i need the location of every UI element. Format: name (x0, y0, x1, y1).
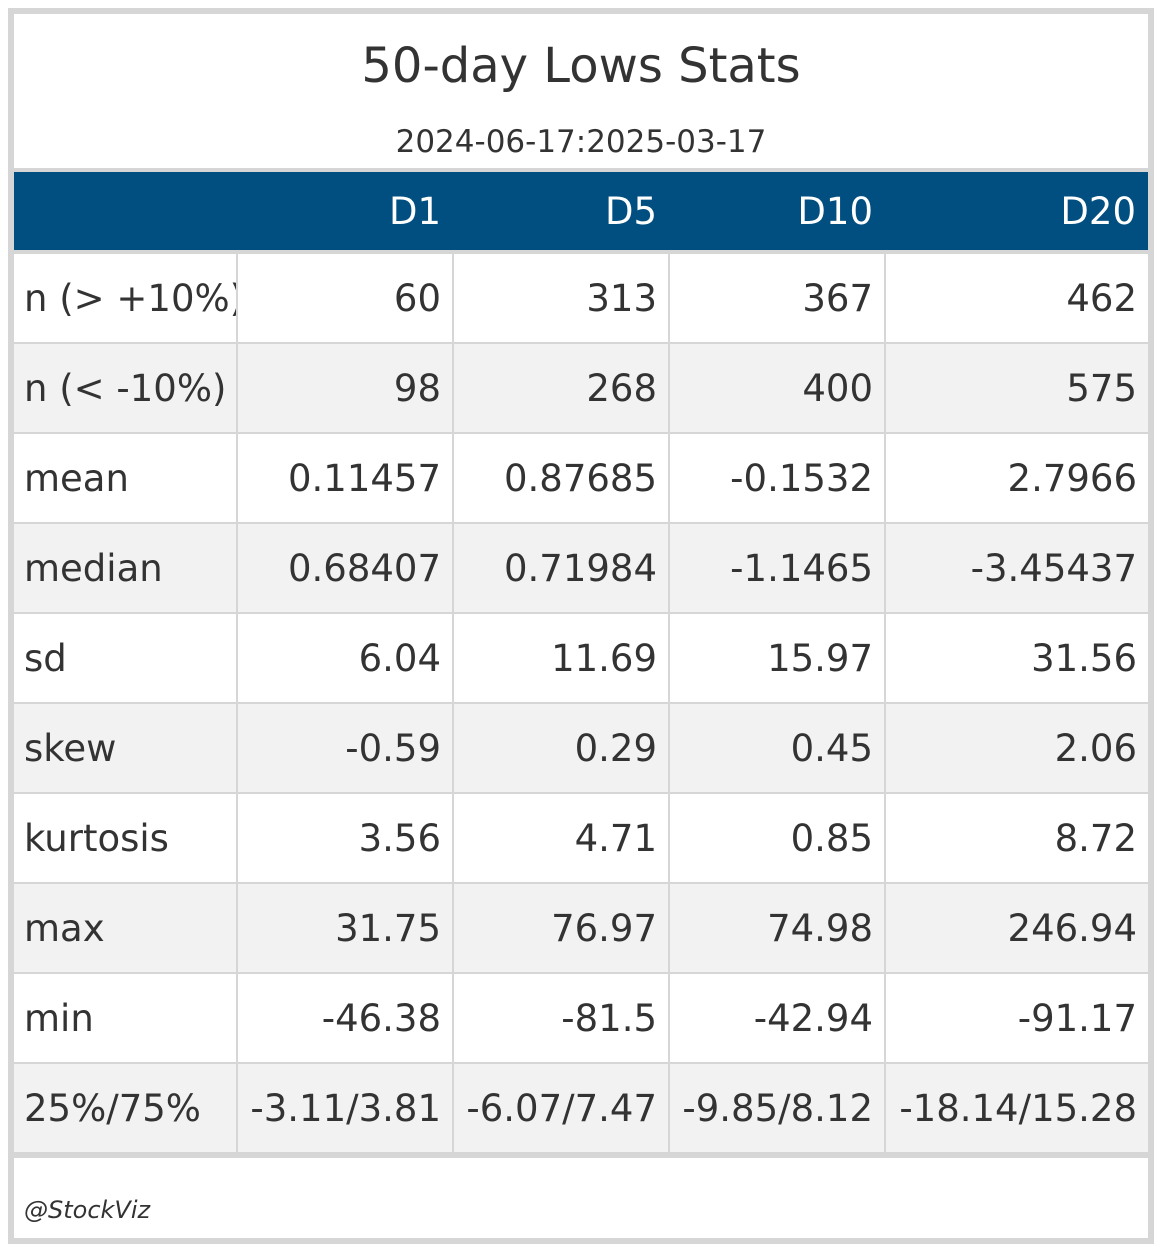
bottom-divider (14, 1154, 1148, 1158)
table-cell: 15.97 (668, 613, 886, 704)
table-cell: 0.11457 (236, 433, 454, 524)
table-cell: 6.04 (236, 613, 454, 704)
table-cell: 0.71984 (452, 523, 670, 614)
table-cell: 246.94 (884, 883, 1148, 974)
table-subtitle: 2024-06-17:2025-03-17 (395, 124, 767, 160)
table-cell: 2.06 (884, 703, 1148, 794)
row-label: kurtosis (14, 793, 238, 884)
source-credit: @StockViz (24, 1196, 151, 1224)
table-cell: -1.1465 (668, 523, 886, 614)
table-title: 50-day Lows Stats (361, 38, 801, 94)
table-row: n (> +10%) 60 313 367 462 (14, 252, 1148, 344)
row-label: n (> +10%) (14, 252, 238, 344)
table-cell: -91.17 (884, 973, 1148, 1064)
row-label: sd (14, 613, 238, 704)
table-cell: 8.72 (884, 793, 1148, 884)
table-cell: 0.29 (452, 703, 670, 794)
table-cell: 462 (884, 252, 1148, 344)
table-cell: 60 (236, 252, 454, 344)
table-row: mean 0.11457 0.87685 -0.1532 2.7966 (14, 433, 1148, 524)
table-row: min -46.38 -81.5 -42.94 -91.17 (14, 973, 1148, 1064)
row-label: median (14, 523, 238, 614)
table-cell: 11.69 (452, 613, 670, 704)
table-cell: 0.87685 (452, 433, 670, 524)
table-cell: 313 (452, 252, 670, 344)
row-label: max (14, 883, 238, 974)
table-row: sd 6.04 11.69 15.97 31.56 (14, 613, 1148, 704)
header-row: D1 D5 D10 D20 (14, 172, 1148, 254)
table-cell: -3.11/3.81 (236, 1063, 454, 1154)
table-row: kurtosis 3.56 4.71 0.85 8.72 (14, 793, 1148, 884)
row-label: skew (14, 703, 238, 794)
header-cell-d5: D5 (453, 172, 669, 254)
row-label: mean (14, 433, 238, 524)
table-cell: -9.85/8.12 (668, 1063, 886, 1154)
table-row: n (< -10%) 98 268 400 575 (14, 343, 1148, 434)
table-cell: 31.75 (236, 883, 454, 974)
table-cell: 367 (668, 252, 886, 344)
stats-table-card: 50-day Lows Stats 2024-06-17:2025-03-17 … (8, 8, 1154, 1244)
table-body: n (> +10%) 60 313 367 462 n (< -10%) 98 … (14, 252, 1148, 1154)
table-cell: -3.45437 (884, 523, 1148, 614)
header-cell-d1: D1 (237, 172, 453, 254)
table-cell: 0.45 (668, 703, 886, 794)
table-cell: 98 (236, 343, 454, 434)
header-cell-d10: D10 (669, 172, 885, 254)
top-divider (14, 168, 1148, 172)
table-cell: 76.97 (452, 883, 670, 974)
table-cell: -6.07/7.47 (452, 1063, 670, 1154)
table-cell: 31.56 (884, 613, 1148, 704)
table-cell: 268 (452, 343, 670, 434)
table-row: max 31.75 76.97 74.98 246.94 (14, 883, 1148, 974)
table-cell: -81.5 (452, 973, 670, 1064)
table-cell: -42.94 (668, 973, 886, 1064)
table-cell: 0.68407 (236, 523, 454, 614)
table-cell: 400 (668, 343, 886, 434)
header-cell-label (14, 172, 237, 254)
table-cell: 74.98 (668, 883, 886, 974)
table-cell: -46.38 (236, 973, 454, 1064)
table-cell: -0.59 (236, 703, 454, 794)
stats-table: D1 D5 D10 D20 n (> +10%) 60 313 367 462 … (14, 172, 1148, 1154)
row-label: 25%/75% (14, 1063, 238, 1154)
header-cell-d20: D20 (885, 172, 1148, 254)
table-cell: -18.14/15.28 (884, 1063, 1148, 1154)
table-header: D1 D5 D10 D20 (14, 172, 1148, 254)
table-cell: -0.1532 (668, 433, 886, 524)
table-row: 25%/75% -3.11/3.81 -6.07/7.47 -9.85/8.12… (14, 1063, 1148, 1154)
table-cell: 0.85 (668, 793, 886, 884)
table-row: skew -0.59 0.29 0.45 2.06 (14, 703, 1148, 794)
table-row: median 0.68407 0.71984 -1.1465 -3.45437 (14, 523, 1148, 614)
table-cell: 3.56 (236, 793, 454, 884)
row-label: n (< -10%) (14, 343, 238, 434)
table-cell: 2.7966 (884, 433, 1148, 524)
table-cell: 4.71 (452, 793, 670, 884)
table-cell: 575 (884, 343, 1148, 434)
row-label: min (14, 973, 238, 1064)
